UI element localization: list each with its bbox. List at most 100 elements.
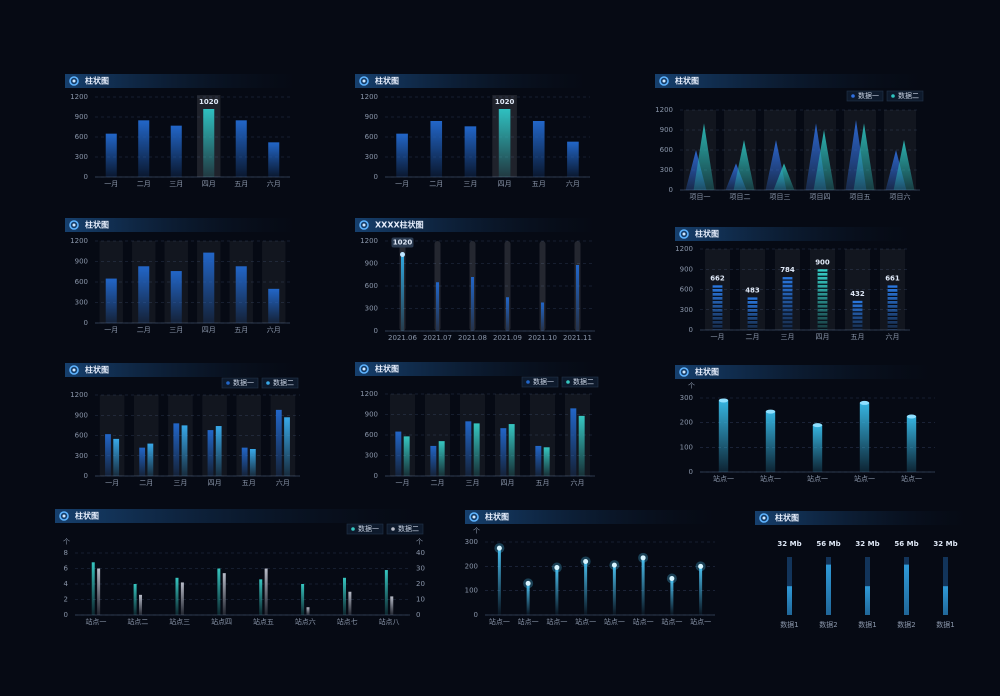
x-tick-label: 五月: [242, 479, 256, 487]
triangle-bar: [853, 123, 875, 190]
x-tick-label: 三月: [173, 479, 187, 487]
legend-marker: [566, 380, 570, 384]
y-tick-label: 1200: [675, 245, 693, 253]
value-label: 483: [745, 286, 760, 294]
x-tick-label: 项目五: [850, 193, 871, 201]
x-tick-label: 项目二: [730, 193, 751, 201]
chart-title: 柱状图: [375, 364, 399, 374]
bar: [264, 568, 268, 615]
bar-cap: [554, 565, 560, 571]
bar-track: [494, 394, 521, 476]
bar-cap: [906, 414, 917, 419]
bar: [170, 125, 182, 177]
x-tick-label: 一月: [104, 180, 118, 188]
bar-track: [529, 394, 556, 476]
chart-panel: XXXX柱状图 0 300 600 900 1200 2021.06 2021.07 2021.…: [355, 218, 600, 342]
legend-marker: [891, 94, 895, 98]
header-icon: [659, 76, 669, 86]
x-tick-label: 站点一: [713, 474, 734, 483]
x-tick-label: 一月: [105, 479, 119, 487]
bar: [235, 266, 247, 323]
x-tick-label: 三月: [463, 180, 477, 188]
y2-tick-label: 0: [416, 611, 420, 619]
x-tick-label: 数据2: [819, 620, 837, 629]
bar-cap: [400, 252, 405, 257]
bar: [113, 438, 120, 476]
x-tick-label: 站点二: [127, 617, 148, 626]
x-tick-label: 站点一: [85, 617, 106, 626]
header-icon: [359, 220, 369, 230]
y-tick-label: 0: [84, 173, 88, 181]
legend-item: [386, 523, 424, 535]
legend-item: [886, 90, 924, 102]
chart-title: 柱状图: [695, 367, 719, 377]
triangle-bar: [813, 130, 835, 190]
header-icon-dot: [682, 232, 686, 236]
legend-marker: [526, 380, 530, 384]
bar: [438, 441, 445, 476]
x-tick-label: 五月: [234, 180, 248, 188]
bar: [401, 254, 404, 331]
bar-track: [389, 394, 416, 476]
bar-track: [424, 394, 451, 476]
y2-axis-unit: 个: [416, 538, 423, 546]
value-label: 56 Mb: [894, 540, 918, 548]
x-tick-label: 项目三: [770, 193, 791, 201]
x-tick-label: 2021.08: [458, 334, 487, 342]
legend-marker: [226, 381, 230, 385]
value-label: 432: [850, 290, 865, 298]
progress-track: [943, 557, 948, 615]
bar: [570, 408, 577, 476]
value-label: 56 Mb: [816, 540, 840, 548]
bar: [139, 447, 146, 476]
bar-cap: [698, 563, 704, 569]
value-label: 32 Mb: [777, 540, 801, 548]
bar-cap: [583, 558, 589, 564]
legend-label: 数据一: [358, 524, 379, 533]
header-icon-dot: [72, 223, 76, 227]
y-tick-label: 900: [365, 113, 378, 121]
y-axis-unit: 个: [63, 538, 70, 546]
x-tick-label: 项目四: [810, 193, 831, 201]
y-tick-label: 1200: [70, 237, 88, 245]
bar: [712, 285, 723, 330]
bar: [567, 141, 579, 177]
bar: [249, 449, 256, 476]
bar: [471, 277, 474, 331]
y-tick-label: 1200: [360, 390, 378, 398]
legend-item: [521, 376, 559, 388]
bar: [170, 271, 182, 323]
header-icon-dot: [362, 367, 366, 371]
bar: [906, 416, 917, 472]
header-icon: [679, 229, 689, 239]
panel-header: [655, 74, 925, 88]
chart-panel: 柱状图 0 300 600 900 1200 一月 二月 三月 四月 五月 六月 1020: [355, 74, 590, 188]
bar: [105, 133, 117, 177]
x-tick-label: 一月: [104, 326, 118, 334]
legend-marker: [266, 381, 270, 385]
bar: [97, 568, 101, 615]
y-tick-label: 0: [689, 326, 693, 334]
chart-title: XXXX柱状图: [375, 220, 424, 230]
y-tick-label: 0: [474, 611, 478, 619]
legend-label: 数据二: [398, 524, 419, 533]
bar: [465, 421, 472, 476]
x-tick-label: 五月: [234, 326, 248, 334]
legend-item: [846, 90, 884, 102]
y2-tick-label: 40: [416, 549, 425, 557]
bar: [541, 302, 544, 331]
bar: [222, 573, 226, 615]
x-tick-label: 站点四: [211, 617, 232, 626]
bar: [348, 591, 352, 615]
bar: [473, 423, 480, 476]
y-tick-label: 100: [680, 443, 693, 451]
panel-header: [355, 362, 600, 376]
x-tick-label: 四月: [498, 180, 512, 188]
header-icon-dot: [762, 516, 766, 520]
x-tick-label: 一月: [396, 479, 410, 487]
bar-cap: [859, 400, 870, 405]
